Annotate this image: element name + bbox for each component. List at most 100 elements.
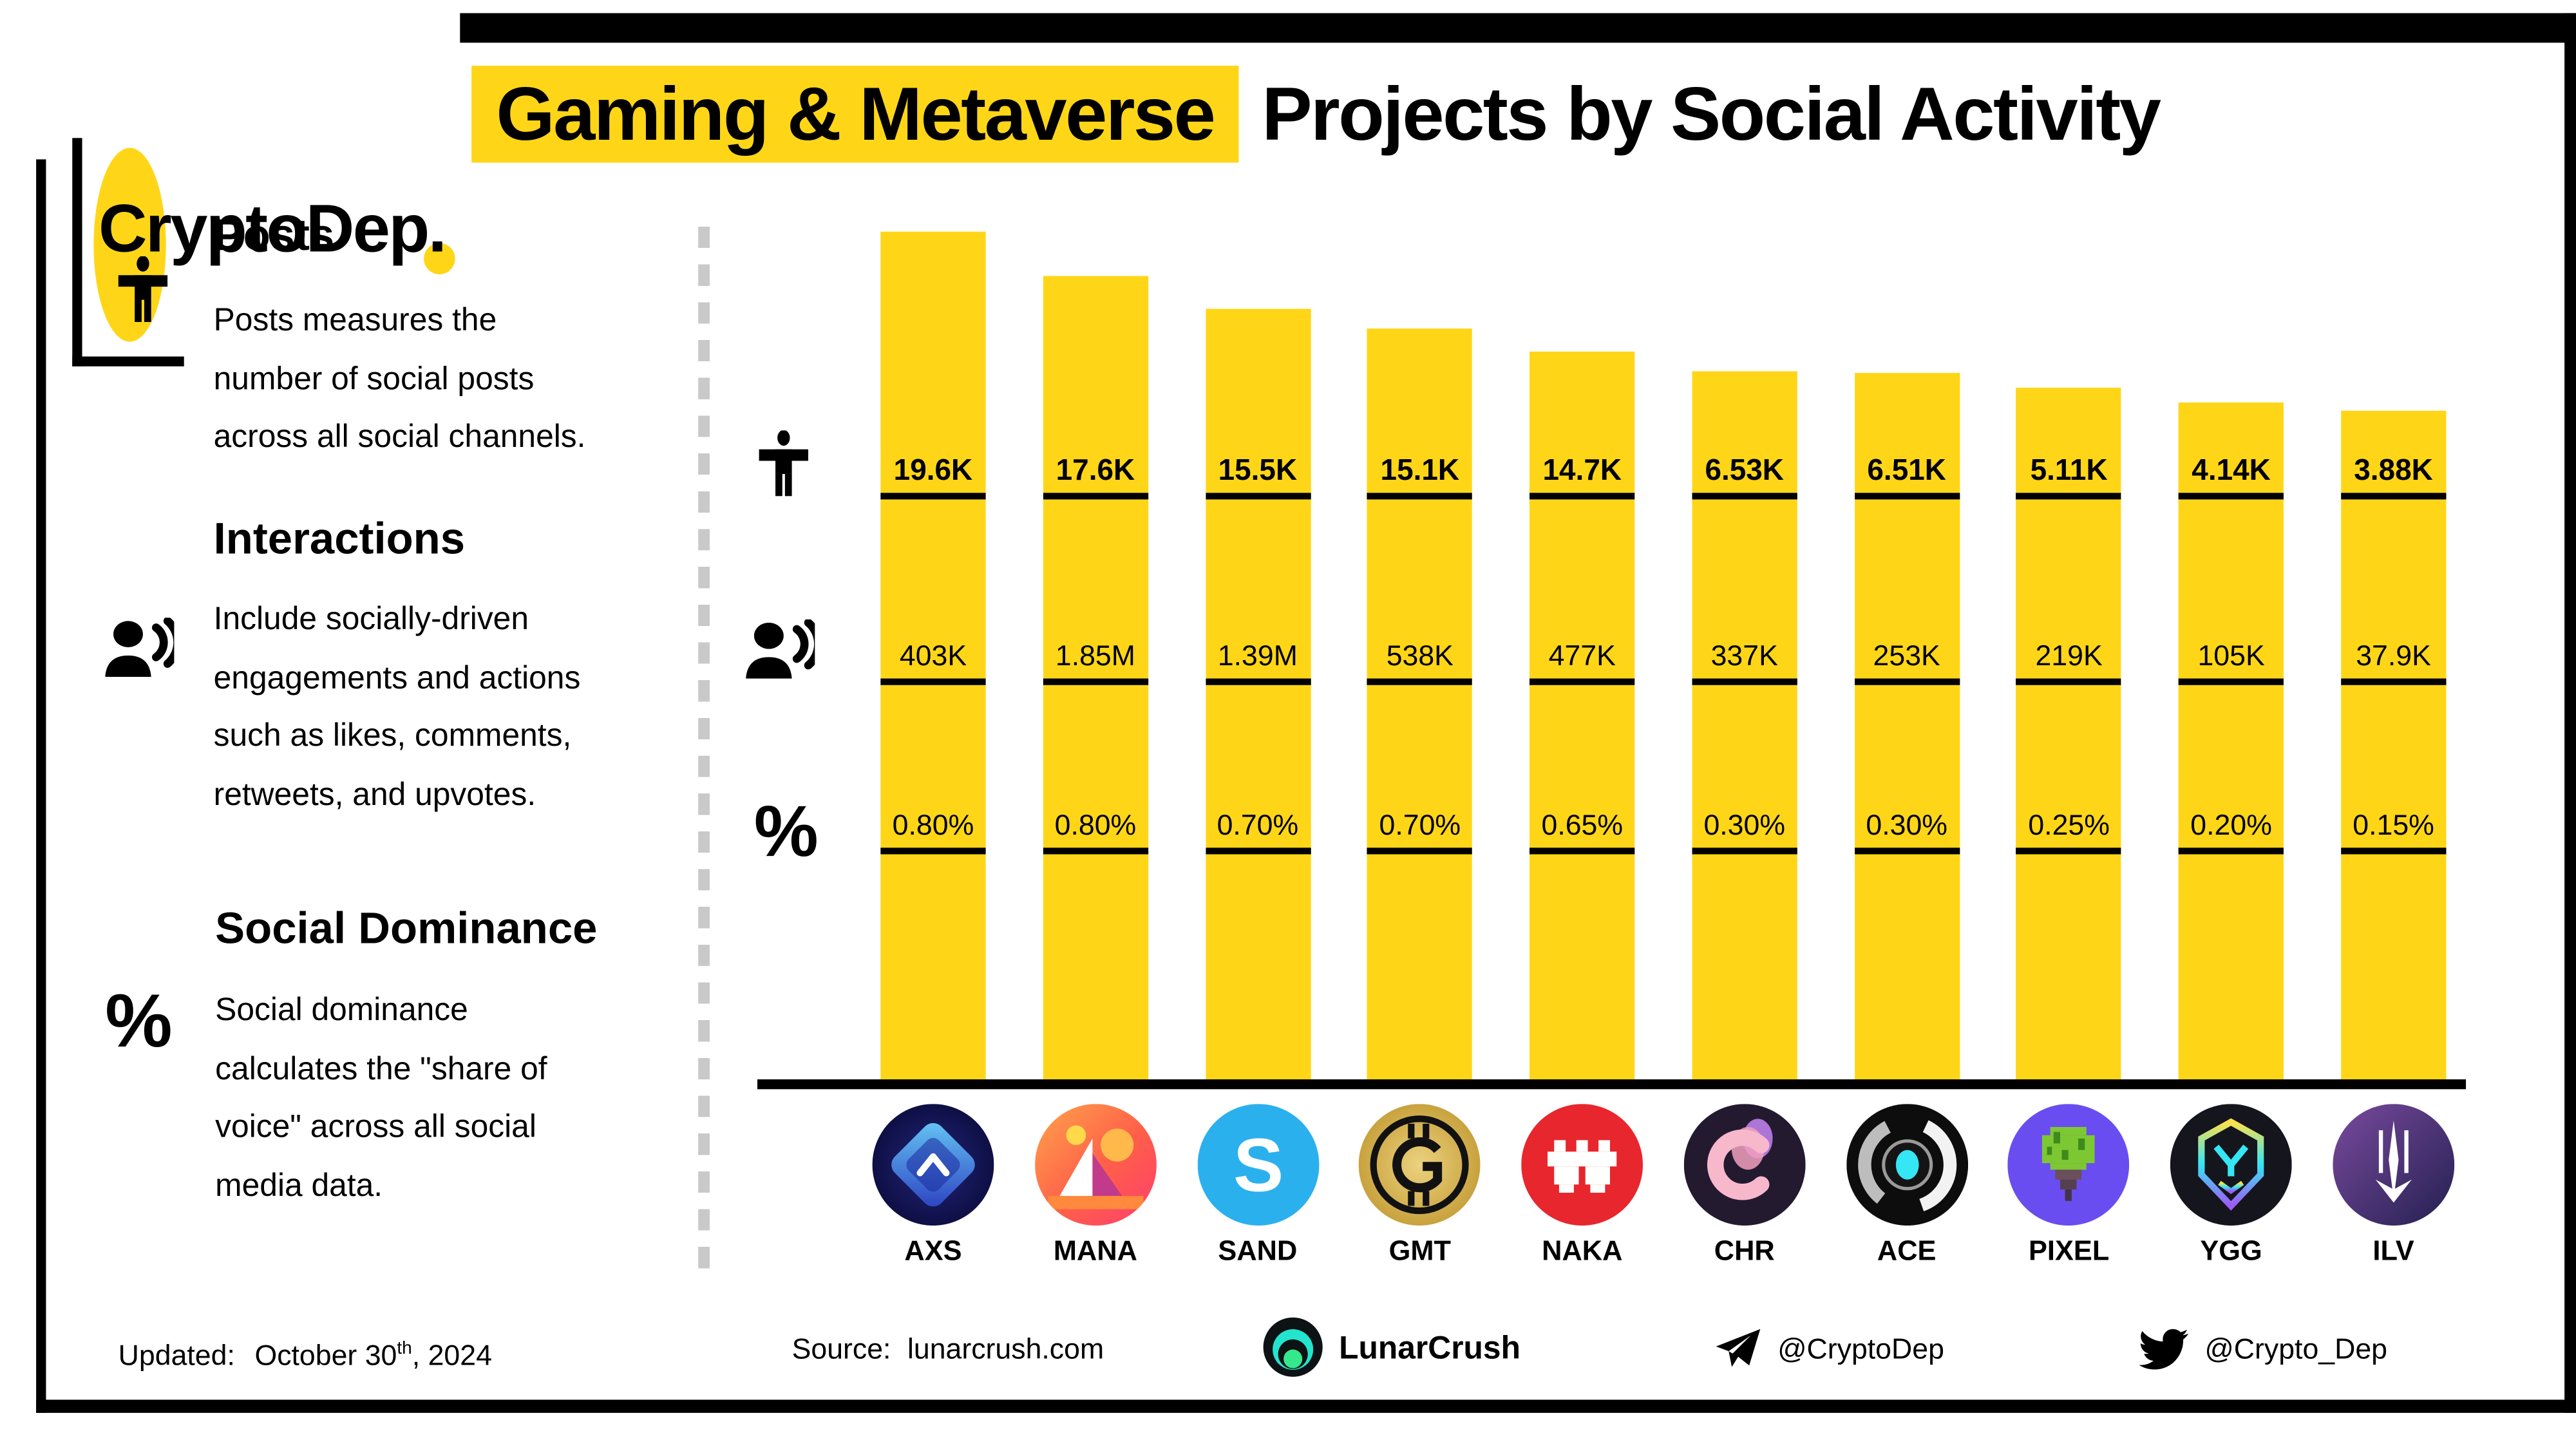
top-border-bar	[460, 13, 2576, 43]
interactions-value: 105K	[2178, 636, 2284, 685]
dominance-value: 0.65%	[1530, 805, 1635, 855]
bottom-border-bar	[36, 1399, 2576, 1413]
interactions-value: 219K	[2016, 636, 2122, 685]
ace-logo-icon	[1846, 1104, 1968, 1226]
brand-logo: CryptoDep.	[99, 190, 447, 267]
logo-ellipse	[93, 147, 166, 342]
legend-interactions-heading: Interactions	[213, 514, 466, 564]
percent-row-icon: %	[753, 791, 819, 873]
interactions-value: 337K	[1692, 636, 1797, 685]
interactions-row-icon	[746, 619, 815, 682]
percent-icon-sidebar: %	[105, 977, 173, 1063]
posts-value: 15.5K	[1205, 450, 1311, 500]
bar	[880, 231, 986, 1081]
token-name: NAKA	[1542, 1235, 1623, 1267]
lunarcrush-logo-icon	[1262, 1316, 1324, 1378]
source-label: Source:	[791, 1332, 891, 1365]
bar	[2340, 410, 2447, 1081]
bar	[1854, 373, 1960, 1081]
bar	[2178, 402, 2284, 1081]
updated-tail: , 2024	[412, 1338, 492, 1372]
token-name: MANA	[1053, 1235, 1137, 1267]
interactions-value: 37.9K	[2340, 636, 2447, 685]
updated-text: Updated: October 30th, 2024	[118, 1327, 492, 1376]
interactions-value: 1.85M	[1043, 636, 1148, 685]
bar	[1043, 276, 1148, 1081]
posts-value: 15.1K	[1367, 450, 1473, 500]
updated-label: Updated:	[118, 1338, 235, 1372]
title-rest: Projects by Social Activity	[1262, 70, 2161, 156]
dominance-value: 0.25%	[2016, 805, 2122, 855]
bar	[1530, 351, 1635, 1081]
telegram-icon[interactable]	[1715, 1329, 1761, 1370]
svg-text:S: S	[1233, 1122, 1283, 1207]
page-title: Gaming & Metaverse Projects by Social Ac…	[471, 66, 2161, 163]
ilv-logo-icon	[2333, 1104, 2454, 1226]
bar	[1692, 371, 1797, 1081]
token-name: PIXEL	[2028, 1235, 2110, 1267]
bar-chart	[880, 231, 2447, 1081]
interactions-value: 403K	[880, 636, 986, 685]
legend-interactions-description: Include socially-driven engagements and …	[213, 601, 581, 813]
chart-baseline	[757, 1079, 2467, 1090]
title-highlight: Gaming & Metaverse	[471, 66, 1239, 163]
token-name: SAND	[1218, 1235, 1298, 1267]
posts-value: 4.14K	[2178, 450, 2284, 500]
posts-person-icon	[118, 256, 168, 322]
dominance-value: 0.20%	[2178, 805, 2284, 855]
token-names-row: AXS MANA SAND GMT NAKA CHR ACE PIXEL YGG…	[873, 1235, 2455, 1268]
axs-logo-icon	[872, 1104, 994, 1226]
legend-posts-heading: Posts	[213, 210, 335, 260]
dashed-divider	[698, 227, 709, 1278]
token-name: AXS	[904, 1235, 962, 1267]
ygg-logo-icon	[2170, 1104, 2292, 1226]
left-border-line	[36, 159, 46, 1413]
pixel-logo-icon	[2008, 1104, 2130, 1226]
sand-logo-icon: S	[1197, 1104, 1319, 1226]
twitter-handle[interactable]: @Crypto_Dep	[2204, 1332, 2388, 1365]
posts-value: 17.6K	[1043, 450, 1148, 500]
posts-row-icon	[759, 430, 809, 497]
token-name: GMT	[1388, 1235, 1452, 1267]
token-name: CHR	[1714, 1235, 1775, 1267]
interactions-values-row: 403K 1.85M 1.39M 538K 477K 337K 253K 219…	[880, 636, 2447, 685]
posts-value: 19.6K	[880, 450, 986, 500]
logo-dot	[424, 243, 455, 275]
posts-value: 5.11K	[2016, 450, 2122, 500]
dominance-value: 0.70%	[1205, 805, 1311, 855]
mana-logo-icon	[1034, 1104, 1157, 1226]
posts-values-row: 19.6K 17.6K 15.5K 15.1K 14.7K 6.53K 6.51…	[880, 450, 2447, 500]
twitter-icon[interactable]	[2139, 1327, 2188, 1370]
bar	[1205, 308, 1311, 1081]
token-name: ILV	[2372, 1235, 2414, 1267]
token-name: ACE	[1877, 1235, 1937, 1267]
bar	[2016, 388, 2122, 1081]
dominance-value: 0.30%	[1692, 805, 1797, 855]
legend-posts-description: Posts measures the number of social post…	[213, 302, 586, 455]
interactions-value: 538K	[1367, 636, 1473, 685]
dominance-value: 0.30%	[1854, 805, 1960, 855]
interactions-value: 1.39M	[1205, 636, 1311, 685]
legend-dominance-description: Social dominance calculates the "share o…	[215, 992, 547, 1204]
dominance-value: 0.80%	[1043, 805, 1148, 855]
dominance-values-row: 0.80% 0.80% 0.70% 0.70% 0.65% 0.30% 0.30…	[880, 805, 2447, 855]
telegram-handle[interactable]: @CryptoDep	[1777, 1332, 1944, 1365]
posts-value: 6.51K	[1854, 450, 1960, 500]
updated-date-sup: th	[397, 1339, 412, 1359]
right-border-line	[2564, 13, 2576, 1413]
updated-date: October 30	[254, 1338, 397, 1372]
interactions-value: 253K	[1854, 636, 1960, 685]
logo-frame	[72, 138, 184, 366]
gmt-logo-icon	[1359, 1104, 1481, 1226]
interactions-value: 477K	[1530, 636, 1635, 685]
token-logos-row: S	[872, 1104, 2455, 1226]
posts-value: 3.88K	[2340, 450, 2447, 500]
dominance-value: 0.80%	[880, 805, 986, 855]
source-link[interactable]: lunarcrush.com	[907, 1332, 1104, 1365]
token-name: YGG	[2200, 1235, 2262, 1267]
posts-value: 6.53K	[1692, 450, 1797, 500]
dominance-value: 0.15%	[2340, 805, 2447, 855]
dominance-value: 0.70%	[1367, 805, 1473, 855]
bar	[1367, 328, 1473, 1081]
